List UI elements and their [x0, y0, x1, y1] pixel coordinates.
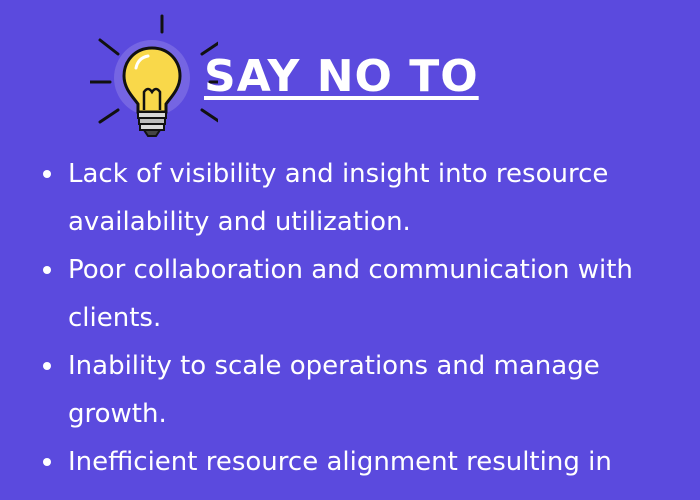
- list-item-text: Inability to scale operations and manage…: [68, 351, 600, 429]
- bullet-dot: [43, 458, 51, 466]
- bullet-list: Lack of visibility and insight into reso…: [0, 150, 700, 486]
- bullet-dot: [43, 170, 51, 178]
- list-item-text: Lack of visibility and insight into reso…: [68, 159, 609, 237]
- bullet-dot: [43, 266, 51, 274]
- page-title: SAY NO TO: [204, 51, 479, 102]
- list-item: Lack of visibility and insight into reso…: [0, 150, 700, 246]
- lightbulb-icon: [88, 12, 232, 140]
- list-item: Poor collaboration and communication wit…: [0, 246, 700, 342]
- list-item-text: Inefficient resource alignment resulting…: [68, 447, 612, 477]
- list-item-text: Poor collaboration and communication wit…: [68, 255, 633, 333]
- bullet-dot: [43, 362, 51, 370]
- list-item: Inability to scale operations and manage…: [0, 342, 700, 438]
- list-item: Inefficient resource alignment resulting…: [0, 438, 700, 486]
